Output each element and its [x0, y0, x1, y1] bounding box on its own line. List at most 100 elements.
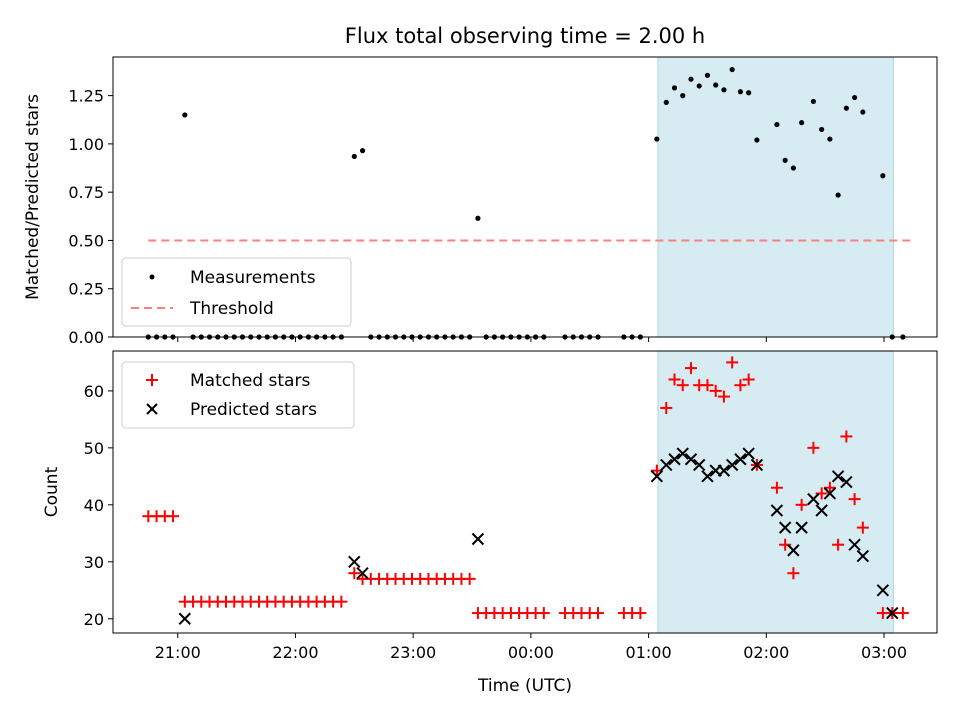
- predicted-stars-point: [831, 470, 845, 483]
- predicted-stars-point: [693, 458, 706, 472]
- counts-panel-frame: [112, 350, 938, 634]
- x-tick-label: 21:00: [155, 643, 201, 662]
- measurements-point: [671, 85, 678, 91]
- matched-stars-point: [795, 498, 808, 511]
- matched-stars-point: [717, 390, 730, 403]
- measurements-point: [754, 137, 760, 143]
- y-tick-label: 0.25: [68, 280, 104, 299]
- predicted-stars-point: [701, 470, 714, 483]
- predicted-stars-point: [886, 606, 899, 620]
- matched-stars-point: [742, 373, 755, 386]
- ratio-legend-box: [121, 257, 352, 327]
- predicted-stars-point: [650, 470, 664, 483]
- y-tick-label: 0.50: [68, 231, 104, 250]
- measurements-point: [746, 90, 752, 96]
- predicted-stars-point: [795, 521, 808, 534]
- legend-label-predicted: Predicted stars: [190, 400, 317, 420]
- matched-stars-point: [463, 572, 476, 585]
- predicted-stars-point: [684, 453, 698, 466]
- matched-stars-point: [167, 510, 180, 523]
- matched-stars-point: [668, 373, 681, 386]
- predicted-stars-point: [717, 464, 731, 477]
- legend-marker-measurements: [149, 274, 155, 280]
- predicted-stars-point: [787, 544, 800, 557]
- counts-y-axis-label: Count: [42, 466, 62, 517]
- y-tick-label: 60: [84, 382, 104, 401]
- y-tick-label: 1.00: [68, 135, 104, 154]
- predicted-stars-point: [668, 453, 681, 466]
- measurements-point: [774, 121, 780, 128]
- counts-legend-box: [121, 361, 355, 429]
- predicted-stars-point: [356, 566, 369, 580]
- chart-title: Flux total observing time = 2.00 h: [345, 24, 705, 48]
- matched-stars-point: [823, 481, 836, 494]
- measurements-point: [688, 76, 694, 82]
- matched-stars-point: [896, 607, 909, 620]
- measurements-point: [880, 173, 886, 179]
- ratio-legend: Measurements Threshold: [121, 257, 352, 327]
- predicted-stars-point: [750, 458, 764, 472]
- measurements-point: [475, 215, 481, 221]
- matched-stars-point: [832, 538, 845, 551]
- predicted-stars-point: [725, 458, 739, 472]
- matched-stars-point: [726, 356, 739, 369]
- matched-stars-point: [709, 384, 722, 397]
- measurements-point: [860, 109, 866, 115]
- counts-legend: Matched stars Predicted stars: [121, 361, 355, 429]
- predicted-stars-point: [348, 555, 361, 568]
- predicted-stars-point: [676, 447, 689, 460]
- x-tick-label: 01:00: [626, 643, 672, 662]
- predicted-stars-point: [471, 532, 485, 546]
- measurements-point: [680, 93, 686, 99]
- predicted-stars-point: [770, 504, 784, 517]
- matched-stars-point: [660, 401, 673, 414]
- matched-stars-point: [807, 441, 820, 454]
- measurements-point: [182, 112, 188, 118]
- y-tick-label: 0.00: [68, 328, 104, 347]
- matched-stars-point: [856, 521, 869, 534]
- measurements-point: [713, 82, 719, 88]
- matched-stars-point: [840, 430, 853, 443]
- matched-stars-point: [779, 538, 792, 551]
- matched-stars-point: [348, 567, 361, 580]
- legend-marker-predicted: [146, 403, 158, 415]
- measurements-point: [843, 105, 849, 111]
- x-axis-label: Time (UTC): [477, 676, 572, 696]
- measurements-point: [696, 83, 702, 89]
- matched-stars-point: [787, 567, 800, 580]
- matched-stars-point: [676, 379, 689, 392]
- measurements-point: [359, 148, 366, 154]
- legend-label-measurements: Measurements: [190, 268, 316, 288]
- matched-stars-point: [650, 464, 663, 477]
- matched-stars-point: [701, 379, 714, 392]
- predicted-stars-point: [178, 612, 192, 625]
- matched-stars-point: [591, 607, 604, 620]
- matched-stars-point: [848, 493, 861, 506]
- predicted-stars-point: [778, 521, 792, 534]
- predicted-stars-point: [840, 475, 853, 489]
- ratio-panel: 0.00 0.25 0.50 0.75 1.00 1.25 Matched/Predict…: [23, 56, 938, 347]
- measurements-point: [835, 192, 841, 198]
- ratio-y-axis-label: Matched/Predicted stars: [23, 94, 43, 300]
- measurements-point: [852, 94, 858, 101]
- measurements-point: [721, 87, 727, 93]
- measurements-point: [737, 89, 744, 95]
- matched-stars-point: [734, 379, 747, 392]
- highlight-span: [658, 351, 894, 633]
- predicted-stars-point: [815, 504, 828, 517]
- measurements-point: [704, 72, 711, 78]
- measurements-point: [351, 153, 357, 160]
- matched-stars-point: [770, 481, 783, 494]
- legend-marker-matched: [146, 374, 158, 386]
- x-tick-label: 23:00: [390, 643, 436, 662]
- measurements-point: [799, 120, 805, 126]
- y-tick-label: 20: [84, 610, 104, 629]
- y-tick-label: 0.75: [68, 183, 104, 202]
- matched-stars-point: [815, 487, 828, 500]
- y-tick-label: 50: [84, 439, 104, 458]
- x-tick-label: 22:00: [272, 643, 318, 662]
- measurements-point: [729, 66, 735, 73]
- predicted-stars-point: [848, 538, 861, 551]
- legend-label-threshold: Threshold: [189, 299, 274, 319]
